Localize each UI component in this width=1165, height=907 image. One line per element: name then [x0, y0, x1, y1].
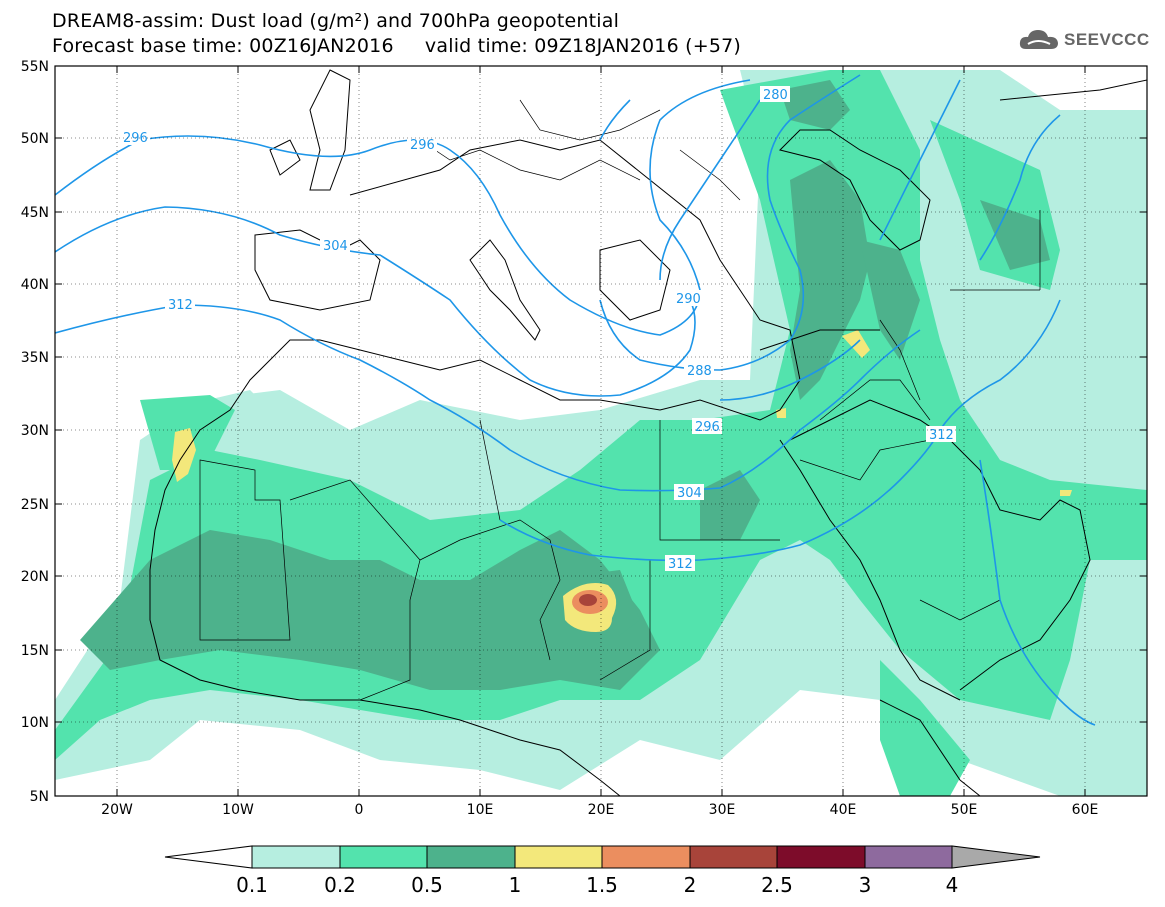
- colorbar-tick-label: 4: [946, 873, 959, 897]
- contour-label: 312: [929, 428, 954, 443]
- cloud-icon: [1019, 30, 1058, 49]
- contour-label: 288: [687, 364, 712, 379]
- colorbar-swatch: [514, 845, 603, 869]
- contour-label: 304: [323, 239, 348, 254]
- lat-label: 40N: [21, 277, 49, 293]
- colorbar-swatch: [776, 845, 866, 869]
- colorbar-tick-label: 3: [859, 873, 872, 897]
- colorbar-left-arrow: [164, 845, 253, 869]
- contour-label: 296: [123, 131, 148, 146]
- lon-label: 0: [355, 802, 364, 818]
- colorbar-tick-label: 2.5: [761, 873, 793, 897]
- colorbar-swatch: [864, 845, 953, 869]
- contour-label: 290: [676, 292, 701, 307]
- logo-text: SEEVCCC: [1064, 30, 1150, 49]
- lon-label: 40E: [830, 802, 857, 818]
- contour-label: 296: [695, 420, 720, 435]
- longitude-labels: 20W 10W 0 10E 20E 30E 40E 50E 60E: [101, 802, 1098, 818]
- lon-label: 60E: [1072, 802, 1099, 818]
- geopotential-contours: [55, 74, 1096, 726]
- colorbar-right-arrow: [951, 845, 1041, 869]
- graticule: [55, 66, 1147, 796]
- latitude-labels: 55N 50N 45N 40N 35N 30N 25N 20N 15N 10N …: [21, 59, 49, 805]
- colorbar-tick-label: 0.2: [324, 873, 356, 897]
- contour-label: 312: [668, 557, 693, 572]
- map-area: 296 296 280 304 312 290 288 296 304 312 …: [55, 66, 1147, 796]
- colorbar-swatch: [601, 845, 691, 869]
- lon-label: 20E: [588, 802, 615, 818]
- colorbar: [164, 845, 1041, 869]
- colorbar-tick-label: 1.5: [586, 873, 618, 897]
- logo: SEEVCCC: [1018, 27, 1150, 53]
- lat-label: 20N: [21, 569, 49, 585]
- contour-label: 312: [168, 298, 193, 313]
- lat-label: 10N: [21, 715, 49, 731]
- lat-label: 35N: [21, 350, 49, 366]
- map-title: DREAM8-assim: Dust load (g/m²) and 700hP…: [52, 10, 620, 32]
- colorbar-swatch: [339, 845, 428, 869]
- colorbar-swatch: [251, 845, 341, 869]
- lat-label: 50N: [21, 131, 49, 147]
- lon-label: 10W: [222, 802, 254, 818]
- colorbar-ticks: 0.1 0.2 0.5 1 1.5 2 2.5 3 4: [236, 873, 958, 897]
- lon-label: 50E: [951, 802, 978, 818]
- colorbar-swatch: [689, 845, 778, 869]
- lon-label: 20W: [101, 802, 133, 818]
- axis-ticks: [55, 65, 1147, 797]
- lon-label: 30E: [709, 802, 736, 818]
- lat-label: 25N: [21, 497, 49, 513]
- contour-labels: 296 296 280 304 312 290 288 296 304 312 …: [120, 86, 956, 572]
- lon-label: 10E: [467, 802, 494, 818]
- lat-label: 55N: [21, 59, 49, 75]
- lat-label: 15N: [21, 643, 49, 659]
- lat-label: 45N: [21, 205, 49, 221]
- contour-label: 296: [410, 138, 435, 153]
- lat-label: 30N: [21, 423, 49, 439]
- colorbar-tick-label: 2: [684, 873, 697, 897]
- colorbar-tick-label: 0.5: [411, 873, 443, 897]
- map-subtitle: Forecast base time: 00Z16JAN2016 valid t…: [52, 35, 742, 57]
- contour-label: 304: [677, 486, 702, 501]
- colorbar-tick-label: 0.1: [236, 873, 268, 897]
- colorbar-tick-label: 1: [509, 873, 522, 897]
- colorbar-swatch: [426, 845, 516, 869]
- dust-core-red: [579, 594, 597, 606]
- contour-label: 280: [763, 88, 788, 103]
- lat-label: 5N: [30, 789, 49, 805]
- political-borders: [199, 99, 1041, 701]
